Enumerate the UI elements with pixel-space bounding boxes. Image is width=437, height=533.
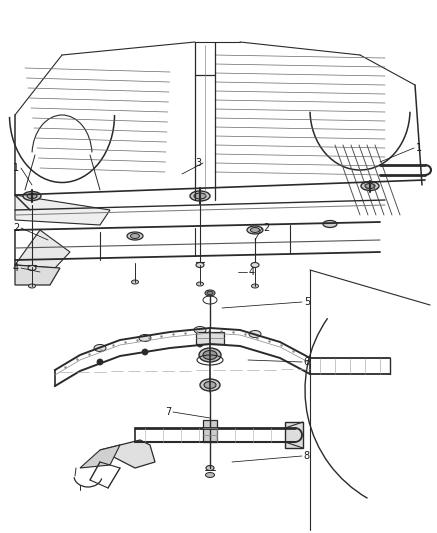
Ellipse shape (28, 284, 35, 288)
Polygon shape (100, 440, 155, 468)
Polygon shape (15, 265, 60, 285)
Ellipse shape (131, 233, 139, 238)
Ellipse shape (194, 193, 206, 199)
Ellipse shape (94, 344, 106, 351)
Text: 4: 4 (13, 263, 19, 273)
Ellipse shape (194, 327, 206, 334)
Ellipse shape (247, 226, 263, 234)
Text: 1: 1 (416, 143, 422, 153)
Text: 4: 4 (249, 267, 255, 277)
Bar (285, 422, 303, 448)
Ellipse shape (190, 191, 210, 201)
Ellipse shape (207, 291, 213, 295)
Text: 5: 5 (304, 297, 310, 307)
Ellipse shape (206, 465, 214, 471)
Ellipse shape (252, 284, 259, 288)
Ellipse shape (203, 351, 217, 359)
Text: 1: 1 (13, 163, 19, 173)
Ellipse shape (250, 228, 260, 232)
Polygon shape (80, 445, 120, 468)
Text: 2: 2 (264, 223, 270, 233)
Ellipse shape (197, 282, 204, 286)
Circle shape (97, 359, 103, 365)
Ellipse shape (196, 262, 204, 268)
Ellipse shape (205, 472, 215, 478)
Ellipse shape (139, 335, 151, 342)
Ellipse shape (205, 290, 215, 296)
Text: 8: 8 (304, 451, 310, 461)
Ellipse shape (204, 382, 216, 389)
Ellipse shape (323, 221, 337, 228)
Polygon shape (15, 195, 110, 225)
Text: 6: 6 (304, 357, 310, 367)
Circle shape (142, 349, 148, 355)
Ellipse shape (23, 191, 41, 200)
Text: 3: 3 (195, 158, 201, 168)
Text: 2: 2 (13, 223, 19, 233)
Ellipse shape (199, 348, 221, 362)
Ellipse shape (28, 265, 36, 271)
Ellipse shape (127, 232, 143, 240)
Ellipse shape (365, 183, 375, 189)
Ellipse shape (361, 182, 379, 190)
Ellipse shape (251, 262, 259, 268)
Text: 7: 7 (165, 407, 171, 417)
Circle shape (197, 341, 203, 347)
Polygon shape (15, 230, 70, 268)
Ellipse shape (200, 379, 220, 391)
Ellipse shape (132, 280, 139, 284)
Bar (203, 420, 217, 442)
Ellipse shape (249, 330, 261, 337)
Ellipse shape (27, 193, 37, 198)
Bar (196, 332, 224, 344)
